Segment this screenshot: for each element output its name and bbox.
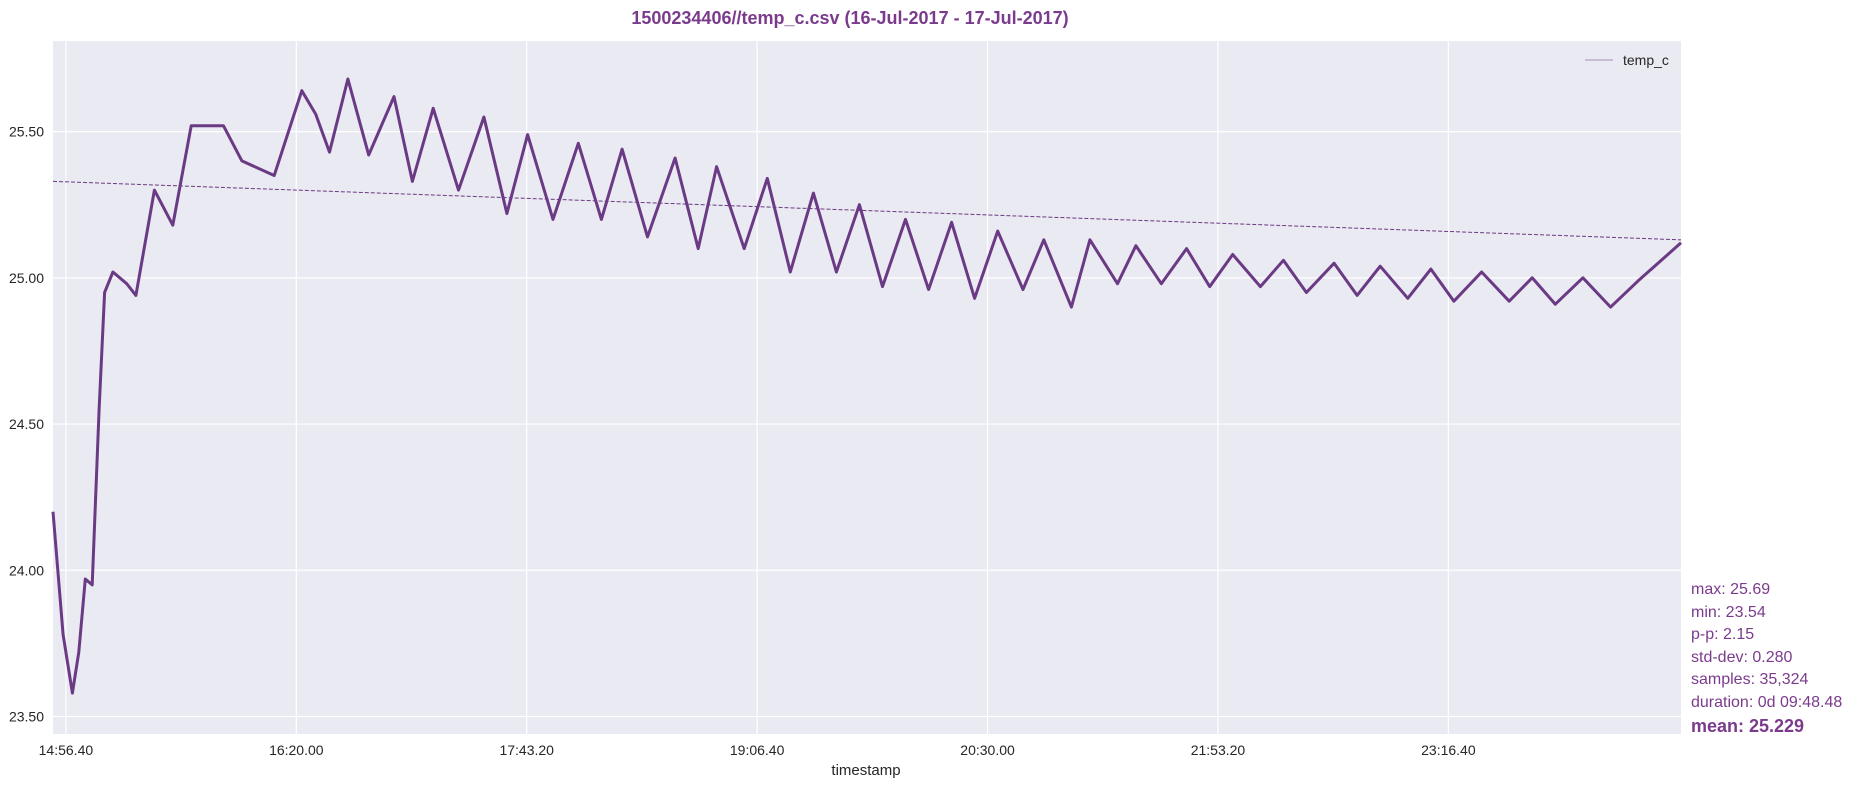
y-axis-ticks: 23.50 24.00 24.50 25.00 25.50	[9, 124, 44, 725]
stat-min: min: 23.54	[1691, 603, 1766, 621]
stat-max: max: 25.69	[1691, 581, 1771, 598]
series-line-temp_c	[51, 77, 1682, 695]
legend-entry-temp_c: temp_c	[1623, 52, 1669, 68]
y-tick-label: 25.00	[9, 270, 44, 286]
stat-mean: mean: 25.229	[1691, 715, 1805, 736]
x-tick-label: 17:43.20	[499, 742, 554, 758]
stat-std-dev: std-dev: 0.280	[1691, 648, 1793, 666]
x-tick-label: 14:56.40	[39, 742, 94, 758]
x-tick-label: 20:30.00	[960, 742, 1015, 758]
stat-peak-to-peak: p-p: 2.15	[1691, 626, 1755, 644]
stats-panel: max: 25.69 min: 23.54 p-p: 2.15 std-dev:…	[1691, 579, 1859, 737]
x-tick-label: 16:20.00	[269, 742, 324, 758]
grid	[53, 41, 1681, 734]
y-tick-label: 25.50	[9, 124, 44, 140]
stat-samples: samples: 35,324	[1691, 671, 1809, 689]
y-tick-label: 24.00	[9, 562, 44, 578]
x-axis-ticks: 14:56.40 16:20.00 17:43.20 19:06.40 20:30.00…	[39, 742, 1476, 758]
y-tick-label: 23.50	[9, 708, 44, 724]
plot-area	[53, 41, 1681, 734]
x-tick-label: 23:16.40	[1421, 742, 1476, 758]
y-tick-label: 24.50	[9, 416, 44, 432]
legend: temp_c	[1585, 52, 1669, 68]
x-tick-label: 19:06.40	[730, 742, 785, 758]
chart-title: 1500234406//temp_c.csv (16-Jul-2017 - 17…	[631, 8, 1068, 28]
x-tick-label: 21:53.20	[1191, 742, 1246, 758]
x-axis-label: timestamp	[831, 762, 900, 779]
stat-duration: duration: 0d 09:48.48	[1691, 693, 1843, 711]
trend-line	[52, 180, 1682, 241]
